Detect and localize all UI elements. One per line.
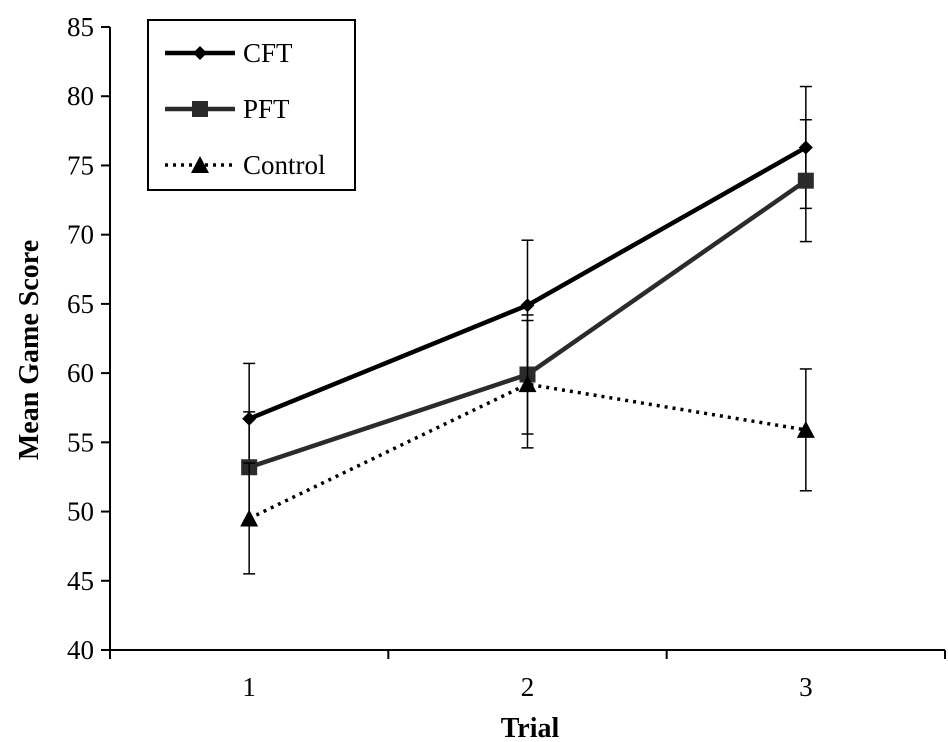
y-tick-label: 75 (67, 150, 94, 180)
legend-label: PFT (243, 94, 290, 124)
legend-label: Control (243, 150, 326, 180)
legend-box (147, 19, 356, 191)
y-ticks: 40 45 50 55 60 65 70 75 80 85 (67, 12, 110, 665)
y-tick-label: 60 (67, 358, 94, 388)
series-line (248, 382, 807, 521)
legend: CFT PFT Control (147, 19, 356, 191)
y-tick-label: 70 (67, 220, 94, 250)
y-tick-label: 85 (67, 12, 94, 42)
marker-triangle (518, 375, 537, 393)
marker-square (192, 101, 208, 117)
x-tick-label: 2 (521, 672, 535, 702)
marker-triangle (191, 156, 209, 173)
legend-item-pft: PFT (165, 94, 290, 124)
marker-triangle (240, 509, 259, 527)
y-tick-label: 80 (67, 81, 94, 111)
axes (109, 27, 945, 651)
x-axis-title: Trial (501, 713, 560, 742)
y-tick-label: 40 (67, 635, 94, 665)
series-control (240, 319, 815, 575)
x-ticks: 1 2 3 (109, 650, 946, 702)
legend-items: CFT PFT Control (165, 38, 326, 180)
y-axis-title: Mean Game Score (14, 240, 45, 460)
y-tick-label: 45 (67, 566, 94, 596)
legend-item-cft: CFT (165, 38, 293, 68)
y-tick-label: 65 (67, 289, 94, 319)
x-tick-label: 1 (242, 672, 256, 702)
marker-diamond (193, 46, 207, 60)
y-tick-label: 50 (67, 497, 94, 527)
series-layer (240, 85, 815, 575)
legend-label: CFT (243, 38, 293, 68)
x-tick-label: 3 (799, 672, 813, 702)
y-tick-label: 55 (67, 427, 94, 457)
marker-diamond (520, 298, 535, 313)
marker-square (797, 172, 814, 189)
legend-item-control: Control (165, 150, 326, 180)
marker-triangle (796, 420, 815, 438)
